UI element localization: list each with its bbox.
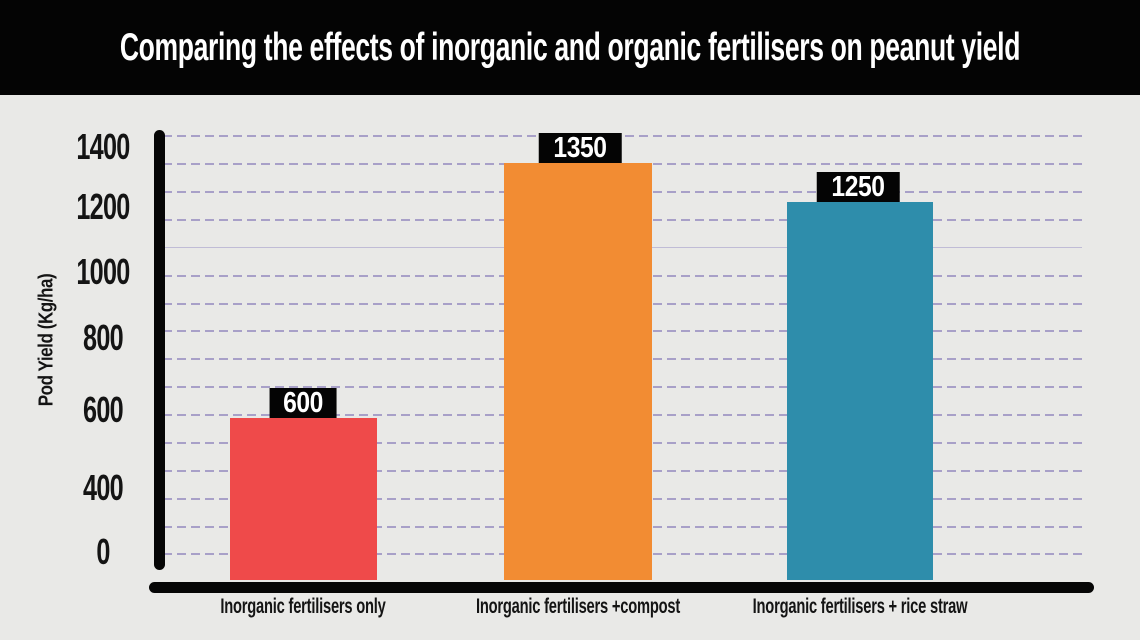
value-label-1250: 1250	[816, 171, 900, 203]
y-tick-1400: 1400	[76, 126, 130, 167]
category-label-inorganic-compost: Inorganic fertilisers +compost	[475, 595, 681, 618]
y-axis-title: Pod Yield (Kg/ha)	[35, 273, 58, 407]
y-tick-400: 400	[83, 467, 124, 508]
y-axis-line	[154, 130, 165, 570]
value-label-1350-text: 1350	[553, 132, 607, 164]
value-label-1350: 1350	[538, 132, 622, 164]
y-tick-0: 0	[96, 531, 110, 572]
value-label-1250-text: 1250	[831, 171, 885, 203]
title-bar: Comparing the effects of inorganic and o…	[0, 0, 1140, 95]
bar-inorganic-only	[230, 418, 377, 580]
value-label-600: 600	[269, 387, 337, 419]
gridline	[163, 135, 1082, 137]
value-label-600-text: 600	[283, 387, 323, 419]
chart-title: Comparing the effects of inorganic and o…	[119, 25, 1021, 69]
bar-inorganic-compost	[504, 163, 652, 580]
y-tick-1000: 1000	[76, 251, 130, 292]
y-tick-600: 600	[83, 389, 124, 430]
category-label-inorganic-rice-straw: Inorganic fertilisers + rice straw	[752, 595, 968, 618]
bar-inorganic-rice-straw	[787, 202, 933, 580]
x-axis-line	[149, 582, 1094, 593]
y-tick-800: 800	[83, 317, 124, 358]
y-tick-1200: 1200	[76, 186, 130, 227]
category-label-inorganic-only: Inorganic fertilisers only	[220, 595, 386, 618]
